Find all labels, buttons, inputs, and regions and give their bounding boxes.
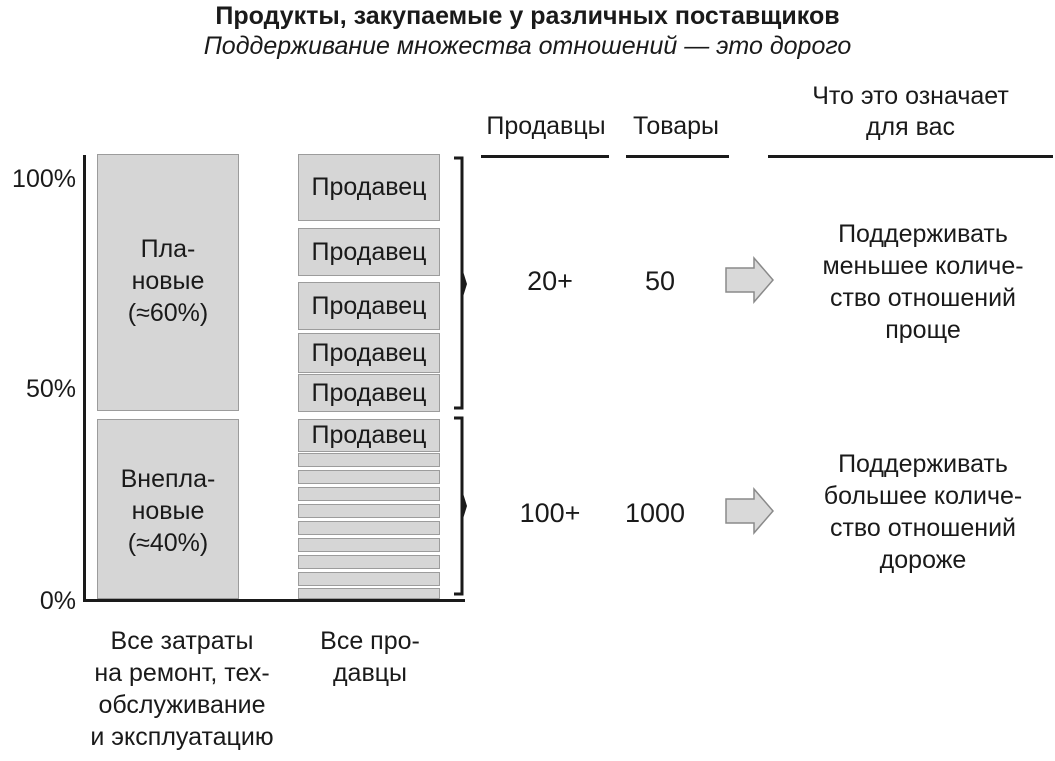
vendor-strip xyxy=(298,588,440,599)
row1-goods: 50 xyxy=(644,266,676,296)
header-meaning-line2: для вас xyxy=(865,113,956,141)
lower-bracket-tip xyxy=(462,490,467,522)
vendor-strip xyxy=(298,572,440,586)
vendor-block: Продавец xyxy=(298,154,440,221)
diagram-title: Продукты, закупаемые у различных поставщ… xyxy=(215,2,840,30)
vendor-block: Продавец xyxy=(298,419,440,452)
vendor-strip xyxy=(298,504,440,518)
y-label-100: 100% xyxy=(12,165,76,193)
header-goods-rule xyxy=(626,155,729,158)
vendor-block: Продавец xyxy=(298,228,440,276)
header-meaning-line1: Что это означает xyxy=(812,82,1009,110)
unplanned-block xyxy=(97,419,239,599)
lower-bracket xyxy=(454,416,464,596)
vendor-strip xyxy=(298,470,440,484)
row1-vendors: 20+ xyxy=(527,266,573,296)
upper-bracket-tip xyxy=(462,268,467,300)
row1-meaning: Поддерживать меньшее количе- ство отноше… xyxy=(822,220,1024,344)
y-label-0: 0% xyxy=(39,587,76,615)
row2-goods: 1000 xyxy=(624,498,686,528)
y-label-50: 50% xyxy=(25,375,76,403)
planned-label: Пла- новые (≈60%) xyxy=(127,235,209,327)
vendor-strip xyxy=(298,521,440,535)
vendor-strip xyxy=(298,538,440,552)
row2-vendors: 100+ xyxy=(519,498,581,528)
planned-block xyxy=(97,154,239,411)
header-goods: Товары xyxy=(633,112,719,140)
upper-bracket xyxy=(454,156,464,410)
vendor-block: Продавец xyxy=(298,333,440,373)
vendor-block: Продавец xyxy=(298,374,440,412)
y-axis-line xyxy=(83,155,86,602)
diagram-subtitle: Поддерживание множества отношений — это … xyxy=(203,32,852,60)
header-meaning-rule xyxy=(768,155,1053,158)
row2-meaning: Поддерживать большее количе- ство отноше… xyxy=(823,450,1023,574)
vendor-strip xyxy=(298,555,440,569)
vendor-block: Продавец xyxy=(298,282,440,330)
left-column-caption: Все затраты на ремонт, тех- обслуживание… xyxy=(90,627,274,751)
brackets xyxy=(454,156,467,596)
row1-arrow-icon xyxy=(725,255,774,305)
vendor-strip xyxy=(298,453,440,467)
header-vendors: Продавцы xyxy=(486,112,606,140)
right-column-caption: Все про- давцы xyxy=(320,627,420,687)
header-vendors-rule xyxy=(481,155,609,158)
unplanned-label: Внепла- новые (≈40%) xyxy=(120,465,216,557)
x-axis-line xyxy=(83,599,465,602)
vendor-strip xyxy=(298,487,440,501)
row2-arrow-icon xyxy=(725,486,774,536)
